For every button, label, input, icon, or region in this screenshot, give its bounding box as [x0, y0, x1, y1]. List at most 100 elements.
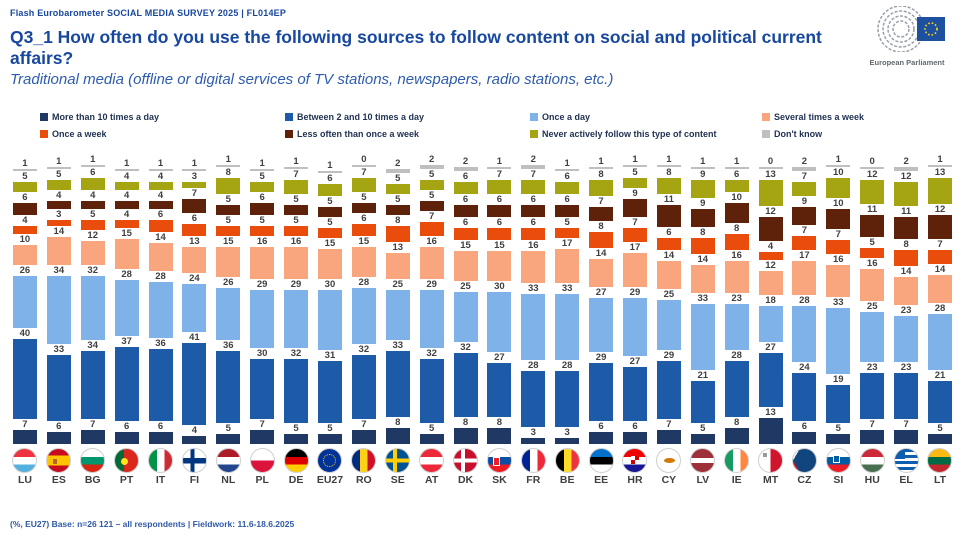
- flag-bg-icon: [80, 448, 106, 474]
- value-label: 16: [426, 236, 437, 248]
- value-label: 30: [324, 279, 336, 291]
- value-label: 28: [155, 271, 166, 283]
- value-label: 0: [767, 156, 774, 168]
- bar-segment: [555, 182, 580, 195]
- value-label: 28: [528, 360, 539, 372]
- bar-segment: [80, 220, 105, 231]
- bar-segment: [80, 430, 105, 445]
- page-title: Q3_1 How often do you use the following …: [10, 27, 822, 68]
- bar-segment: [622, 199, 647, 218]
- bar-segment: [927, 314, 952, 371]
- bar-segment: [487, 228, 512, 241]
- value-label: 6: [56, 421, 62, 433]
- bar-segment: [826, 385, 851, 424]
- bar-segment: [216, 226, 241, 237]
- bar-segment: [114, 182, 139, 191]
- value-label: 1: [22, 158, 28, 170]
- bar-segment: [555, 294, 580, 361]
- value-label: 29: [595, 352, 607, 364]
- value-label: 5: [327, 423, 333, 435]
- legend-label: Never actively follow this type of conte…: [542, 129, 717, 140]
- value-label: 7: [835, 229, 841, 241]
- bar-segment: [12, 276, 37, 329]
- legend-label: More than 10 times a day: [52, 112, 160, 123]
- bar-segment: [351, 224, 376, 237]
- bar-segment: [826, 308, 851, 375]
- bar-segment: [589, 432, 614, 445]
- bar-segment: [114, 347, 139, 422]
- bar-segment: [182, 182, 207, 189]
- bar-segment: [894, 182, 919, 207]
- value-label: 8: [395, 215, 401, 227]
- legend-label: Less often than once a week: [297, 129, 420, 140]
- bar-segment: [284, 359, 309, 424]
- value-label: 7: [361, 167, 367, 179]
- country-column-pl: 1 5 6 5 16 29 30 7 PL: [245, 152, 279, 486]
- value-label: 5: [56, 169, 62, 181]
- value-label: 8: [666, 167, 672, 179]
- bar-segment: [148, 282, 173, 339]
- value-label: 28: [799, 295, 810, 307]
- value-label: 9: [632, 188, 638, 200]
- value-label: 1: [293, 156, 299, 168]
- value-label: 5: [428, 423, 435, 435]
- bar-segment: [826, 178, 851, 199]
- value-label: 41: [189, 332, 200, 344]
- value-label: 5: [700, 423, 706, 435]
- legend-swatch-icon: [285, 113, 293, 122]
- value-label: 7: [530, 169, 536, 181]
- bar-segment: [487, 180, 512, 195]
- bar-stack: 1 5 6 4 10 26 40 7: [12, 152, 37, 445]
- bar-segment: [521, 228, 546, 241]
- country-column-ro: 0 7 5 6 15 28 32 7 RO: [347, 152, 381, 486]
- bar-segment: [826, 434, 851, 445]
- value-label: 7: [22, 419, 28, 431]
- bar-segment: [351, 178, 376, 193]
- country-code: NL: [221, 474, 236, 487]
- country-code: SE: [390, 474, 405, 487]
- value-label: 6: [123, 421, 130, 433]
- bar-segment: [46, 237, 71, 266]
- value-label: 29: [256, 279, 268, 291]
- value-label: 14: [53, 226, 65, 238]
- value-label: 1: [496, 156, 503, 168]
- bar-segment: [860, 215, 885, 238]
- value-label: 9: [700, 198, 706, 210]
- bar-segment: [860, 430, 885, 445]
- bar-segment: [80, 351, 105, 420]
- bar-segment: [656, 178, 681, 195]
- value-label: 5: [22, 171, 28, 183]
- bar-segment: [351, 355, 376, 420]
- value-label: 7: [903, 419, 909, 431]
- value-label: 18: [765, 295, 776, 307]
- country-code: PT: [119, 474, 134, 487]
- bar-segment: [589, 259, 614, 288]
- bar-segment: [453, 292, 478, 343]
- country-column-ee: 1 8 7 8 14 27 29 6 EE: [584, 152, 618, 486]
- bar-segment: [758, 271, 783, 296]
- bar-segment: [216, 178, 241, 195]
- bar-segment: [656, 238, 681, 251]
- bar-segment: [894, 373, 919, 420]
- legend-item: More than 10 times a day: [40, 112, 285, 122]
- bar-stack: 2 6 6 6 15 25 32 8: [453, 152, 478, 445]
- bar-segment: [12, 245, 37, 266]
- bar-segment: [622, 298, 647, 357]
- value-label: 29: [426, 279, 437, 291]
- value-label: 6: [191, 213, 198, 225]
- flag-be-icon: [554, 448, 580, 474]
- bar-segment: [555, 228, 580, 239]
- bar-segment: [894, 277, 919, 306]
- bar-segment: [419, 434, 444, 445]
- bar-segment: [826, 265, 851, 298]
- flag-ee-icon: [588, 448, 614, 474]
- page-subtitle: Traditional media (offline or digital se…: [10, 71, 614, 89]
- value-label: 25: [460, 281, 471, 293]
- value-label: 16: [731, 250, 742, 262]
- value-label: 6: [361, 213, 367, 225]
- country-code: SK: [492, 474, 507, 487]
- value-label: 23: [731, 293, 742, 305]
- bar-stack: 1 8 5 5 15 26 36 5: [216, 152, 241, 445]
- bar-segment: [284, 205, 309, 216]
- value-label: 5: [869, 237, 875, 249]
